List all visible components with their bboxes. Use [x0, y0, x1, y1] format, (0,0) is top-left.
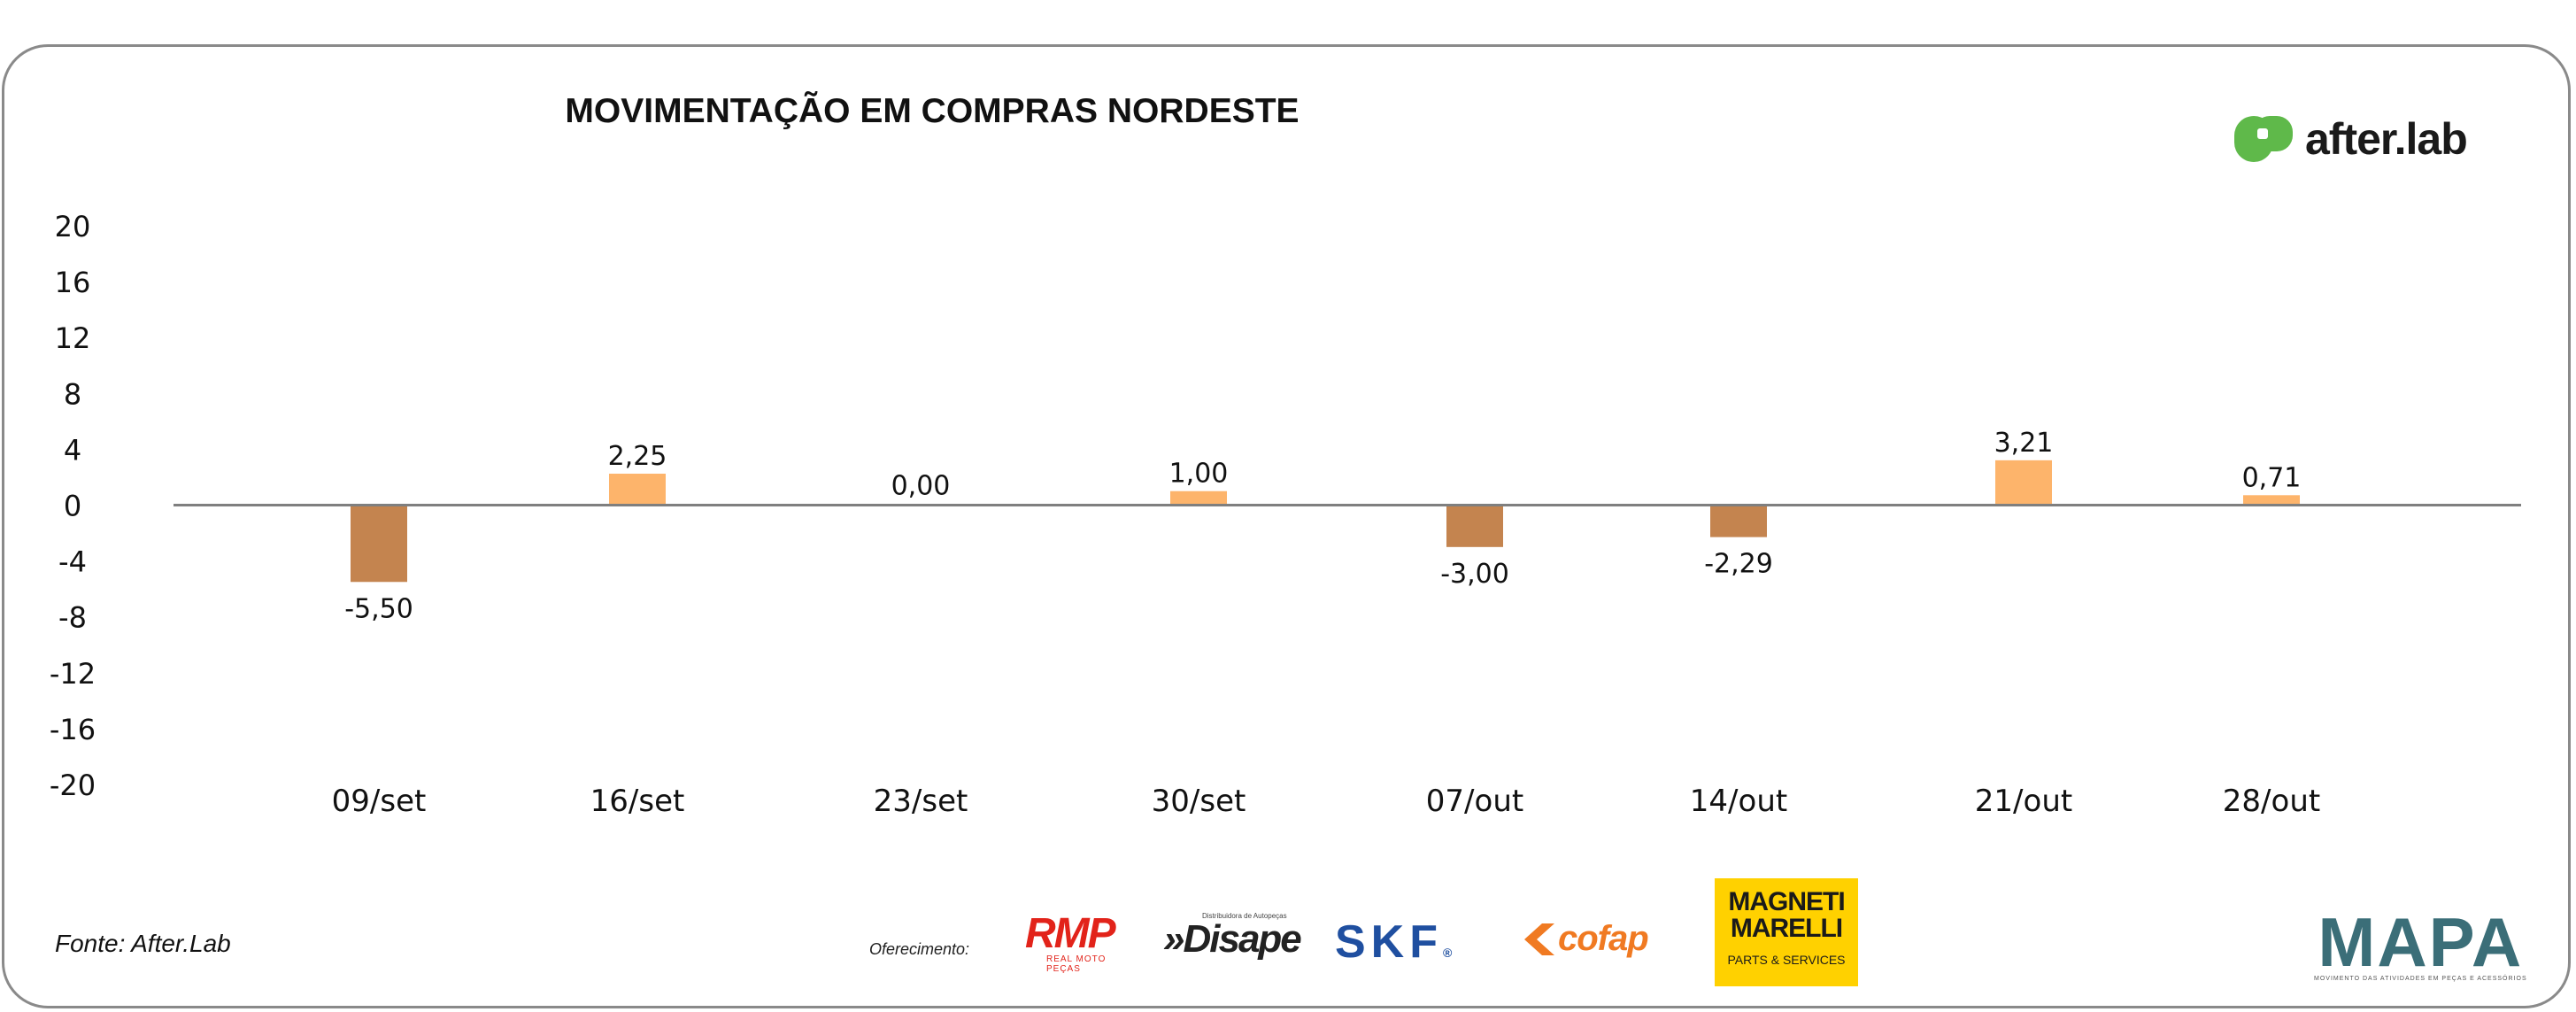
mapa-logo: MAPA MOVIMENTO DAS ATIVIDADES EM PEÇAS E…: [2314, 908, 2527, 982]
y-tick-label: 4: [64, 433, 81, 467]
y-tick-label: -12: [50, 657, 96, 691]
data-label: -2,29: [1704, 549, 1773, 580]
bar: [2243, 495, 2300, 506]
bar: [1710, 505, 1767, 537]
bar: [1995, 460, 2052, 506]
rmp-wordmark: RMP: [1025, 910, 1116, 957]
cofap-wordmark: cofap: [1558, 919, 1649, 958]
magneti-marelli-logo: MAGNETI MARELLI PARTS & SERVICES: [1715, 878, 1858, 986]
disape-logo: Distribuidora de Autopeças »Disape: [1163, 912, 1302, 961]
y-tick-label: 12: [55, 321, 91, 355]
skf-logo: SKF®: [1335, 917, 1452, 977]
afterlab-wordmark: after.lab: [2305, 114, 2468, 164]
bar: [1170, 491, 1227, 506]
y-tick-label: -16: [50, 713, 96, 746]
rmp-logo: RMP REAL MOTO PEÇAS: [1025, 910, 1144, 975]
source-note: Fonte: After.Lab: [55, 930, 231, 957]
data-label: 0,00: [891, 471, 951, 502]
data-label: -5,50: [344, 593, 413, 624]
x-tick-label: 16/set: [590, 784, 685, 819]
y-tick-label: 8: [64, 377, 81, 411]
afterlab-logo: after.lab: [2231, 108, 2468, 170]
x-tick-label: 21/out: [1975, 784, 2072, 819]
x-tick-label: 14/out: [1690, 784, 1787, 819]
cofap-chevron-icon: [1524, 923, 1554, 955]
cofap-logo: cofap: [1519, 919, 1649, 959]
data-label: 2,25: [608, 441, 667, 472]
y-tick-label: -20: [50, 769, 96, 802]
data-label: 0,71: [2242, 462, 2302, 493]
disape-tagline: Distribuidora de Autopeças: [1202, 912, 1287, 920]
data-label: 3,21: [1994, 428, 2054, 459]
y-tick-label: 20: [55, 210, 91, 243]
x-tick-label: 30/set: [1152, 784, 1246, 819]
magneti-marelli-tagline: PARTS & SERVICES: [1727, 953, 1846, 967]
y-tick-label: -4: [58, 545, 87, 579]
bar: [1446, 505, 1503, 547]
sponsor-label: Oferecimento:: [869, 940, 970, 958]
x-tick-label: 28/out: [2223, 784, 2320, 819]
chart-card: [2, 44, 2571, 1008]
afterlab-mark-icon: [2234, 116, 2293, 162]
y-tick-label: -8: [58, 601, 87, 635]
x-tick-label: 07/out: [1426, 784, 1523, 819]
x-tick-label: 09/set: [332, 784, 427, 819]
bar: [609, 474, 666, 506]
skf-wordmark: SKF: [1335, 916, 1443, 968]
y-tick-label: 16: [55, 266, 91, 299]
mapa-wordmark: MAPA: [2318, 903, 2524, 981]
data-label: -3,00: [1440, 559, 1509, 590]
disape-wordmark: »Disape: [1163, 917, 1302, 961]
x-tick-label: 23/set: [874, 784, 968, 819]
data-label: 1,00: [1169, 459, 1229, 490]
skf-registered-mark: ®: [1443, 946, 1453, 960]
bar: [351, 505, 407, 583]
chart-title: MOVIMENTAÇÃO EM COMPRAS NORDESTE: [565, 92, 1300, 130]
magneti-marelli-wordmark: MAGNETI MARELLI: [1728, 887, 1845, 943]
mapa-tagline: MOVIMENTO DAS ATIVIDADES EM PEÇAS E ACES…: [2314, 976, 2527, 982]
rmp-tagline: REAL MOTO PEÇAS: [1046, 954, 1107, 974]
y-tick-label: 0: [64, 490, 81, 523]
